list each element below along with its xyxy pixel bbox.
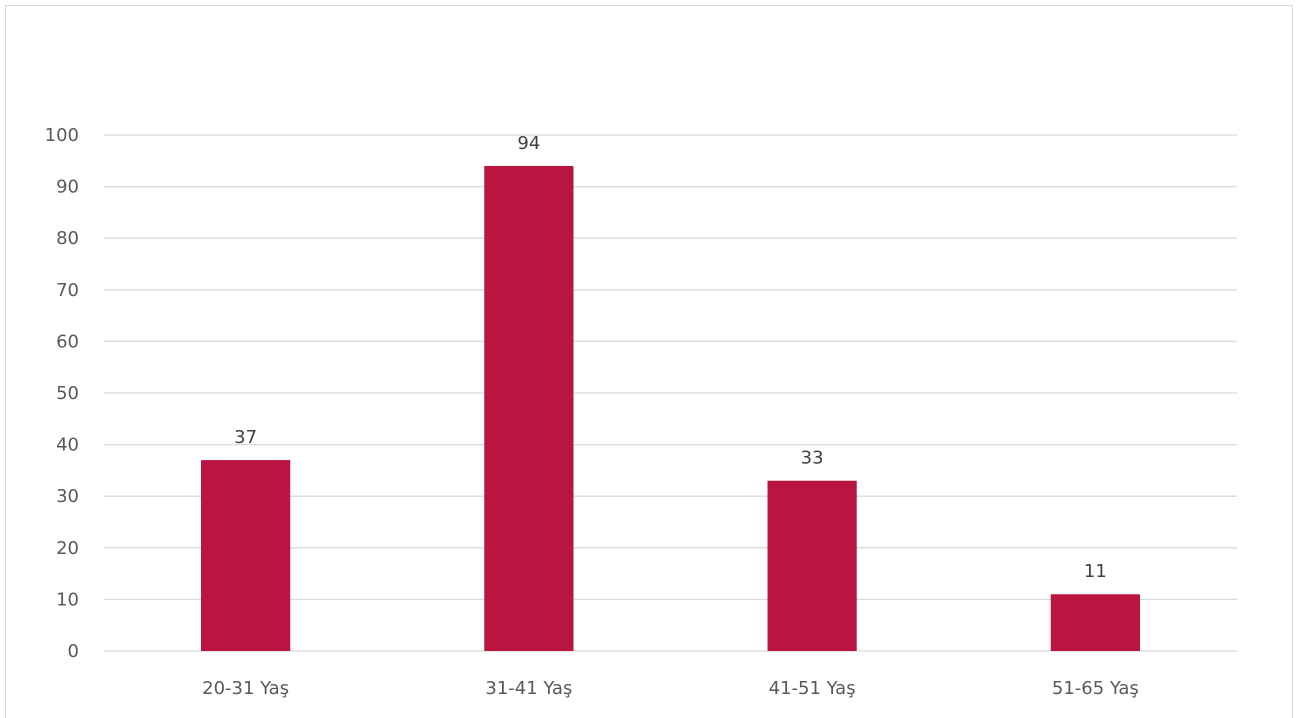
data-label: 94 [517,133,540,154]
data-labels: 37 94 33 11 [234,133,1107,582]
bar [201,460,291,651]
bar [484,165,574,651]
x-tick-label: 31-41 Yaş [485,678,572,699]
y-tick-label: 30 [56,486,79,507]
y-axis-ticks: 0 10 20 30 40 50 60 70 80 90 100 [45,125,79,662]
y-tick-label: 60 [56,331,79,352]
data-label: 11 [1084,561,1107,582]
y-tick-label: 100 [45,125,79,146]
y-tick-label: 10 [56,589,79,610]
y-tick-label: 0 [68,641,79,662]
y-tick-label: 20 [56,538,79,559]
data-label: 37 [234,427,257,448]
x-tick-label: 41-51 Yaş [769,678,856,699]
x-tick-label: 51-65 Yaş [1052,678,1139,699]
gridlines [104,134,1237,652]
y-tick-label: 40 [56,435,79,456]
bars [201,165,1140,651]
y-tick-label: 90 [56,177,79,198]
bar [1050,594,1140,651]
y-tick-label: 80 [56,228,79,249]
y-tick-label: 70 [56,280,79,301]
data-label: 33 [801,448,824,469]
x-axis-labels: 20-31 Yaş 31-41 Yaş 41-51 Yaş 51-65 Yaş [202,678,1139,699]
bar [767,480,857,651]
x-tick-label: 20-31 Yaş [202,678,289,699]
y-tick-label: 50 [56,383,79,404]
